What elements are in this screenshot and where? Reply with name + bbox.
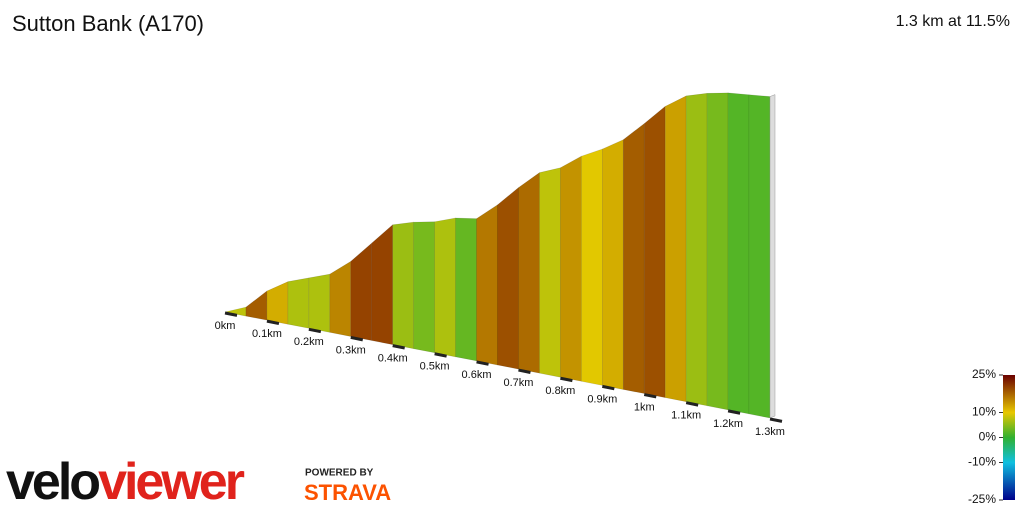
x-tick: [727, 409, 741, 415]
x-tick-label: 0.4km: [378, 353, 408, 365]
gradient-segment: [518, 172, 540, 374]
powered-by: POWERED BY: [305, 468, 374, 479]
gradient-segment: [455, 217, 477, 362]
gradient-segment: [602, 139, 624, 390]
gradient-segment: [497, 187, 519, 370]
x-tick-label: 0km: [215, 320, 236, 332]
x-tick-label: 0.6km: [462, 369, 492, 381]
x-tick: [224, 311, 238, 317]
gradient-segment: [748, 94, 771, 419]
gradient-segment: [664, 95, 687, 403]
chart-title: Sutton Bank (A170): [12, 11, 204, 36]
gradient-segment: [434, 217, 456, 358]
gradient-segment: [581, 148, 603, 386]
gradient-segment: [685, 92, 708, 407]
x-tick-label: 0.1km: [252, 328, 282, 340]
x-tick-label: 1.1km: [671, 410, 701, 422]
chart-subtitle: 1.3 km at 11.5%: [896, 13, 1010, 30]
x-tick: [769, 417, 783, 423]
gradient-segment: [392, 221, 414, 350]
colorbar-label: -25%: [968, 492, 996, 506]
colorbar-label: -10%: [968, 455, 996, 469]
gradient-segment: [706, 92, 729, 411]
x-tick: [392, 344, 405, 350]
x-tick: [518, 368, 531, 374]
gradient-segment: [371, 224, 393, 345]
x-tick: [350, 335, 364, 342]
x-tick-label: 0.8km: [545, 385, 575, 397]
x-tick: [308, 327, 322, 334]
wall-edge: [769, 94, 776, 419]
gradient-segment: [539, 167, 561, 378]
gradient-segment: [622, 123, 645, 394]
gradient-segment: [287, 277, 310, 329]
x-tick: [560, 376, 573, 383]
colorbar-label: 0%: [979, 430, 997, 444]
x-tick-label: 1km: [634, 401, 655, 413]
gradient-segment: [476, 204, 498, 366]
x-tick-label: 0.7km: [503, 377, 533, 389]
x-tick-label: 1.3km: [755, 426, 785, 438]
x-tick-label: 0.9km: [587, 393, 617, 405]
gradient-segment: [560, 155, 582, 382]
gradient-segment: [266, 281, 289, 325]
gradient-segment: [308, 273, 331, 333]
colorbar: [1003, 375, 1015, 500]
x-tick: [434, 352, 447, 358]
logo: veloviewer: [6, 453, 245, 511]
x-tick: [643, 393, 657, 399]
x-tick-label: 0.5km: [420, 361, 450, 373]
x-tick-label: 0.2km: [294, 336, 324, 348]
gradient-segment: [245, 290, 268, 321]
colorbar-label: 10%: [972, 405, 996, 419]
x-tick: [476, 360, 489, 366]
gradient-segment: [350, 242, 373, 341]
x-tick: [602, 384, 615, 391]
gradient-segment: [727, 92, 750, 415]
x-tick-label: 1.2km: [713, 418, 743, 430]
gradient-segment: [643, 105, 666, 398]
strava-logo: STRAVA: [304, 480, 391, 505]
x-tick: [266, 319, 280, 326]
x-tick-label: 0.3km: [336, 344, 366, 356]
gradient-segment: [413, 221, 435, 354]
colorbar-label: 25%: [972, 367, 996, 381]
x-tick: [685, 401, 699, 407]
gradient-segment: [329, 260, 352, 337]
